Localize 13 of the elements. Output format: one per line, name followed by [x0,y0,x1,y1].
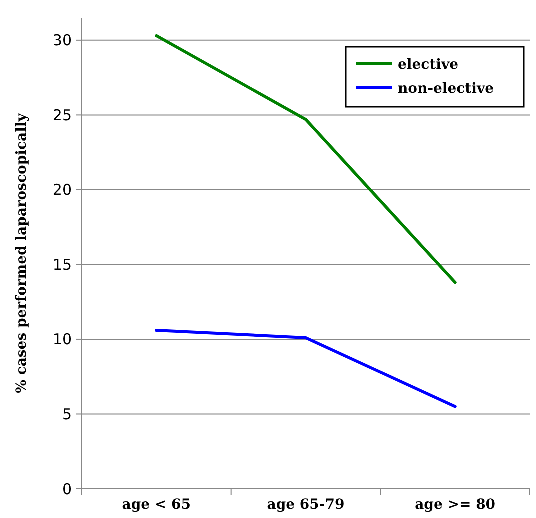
y-tick-label: 5 [62,405,72,424]
y-tick-label: 25 [52,106,72,124]
y-tick-label: 20 [52,181,72,200]
y-tick-label: 15 [52,256,72,274]
y-tick-label: 10 [52,330,72,349]
y-axis-title: % cases performed laparoscopically [14,112,30,394]
x-tick-label: age 65-79 [267,497,345,513]
y-tick-label: 30 [52,32,72,50]
x-tick-label: age >= 80 [415,497,496,513]
legend-label: non-elective [398,80,494,97]
x-tick-label: age < 65 [122,497,192,513]
legend-label: elective [398,56,459,73]
y-tick-label: 0 [62,480,72,498]
